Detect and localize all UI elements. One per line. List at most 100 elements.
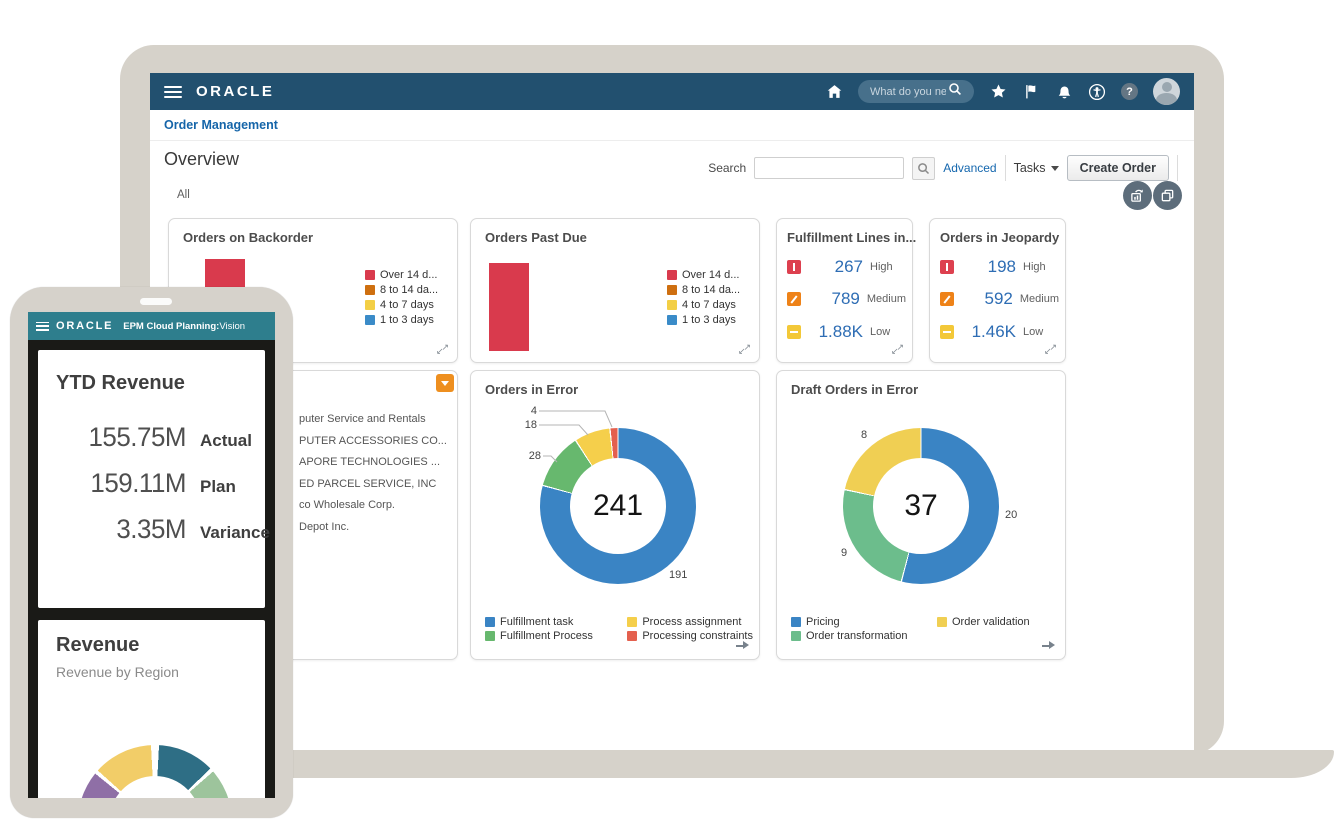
legend-swatch	[365, 270, 375, 280]
global-search-input[interactable]	[868, 84, 948, 99]
chevron-down-icon	[1050, 165, 1059, 171]
ytd-actual-value: 155.75M	[88, 422, 186, 452]
card-title: Orders in Error	[485, 382, 579, 397]
draft-orders-donut[interactable]: 37	[843, 428, 999, 584]
toolbar-divider	[1004, 155, 1006, 181]
expand-icon[interactable]: ↗ ↙	[1044, 342, 1057, 356]
user-avatar[interactable]	[1153, 78, 1180, 105]
dropdown-button[interactable]	[436, 374, 454, 392]
legend: Over 14 d... 8 to 14 da... 4 to 7 days 1…	[667, 269, 740, 326]
list-item[interactable]: PUTER ACCESSORIES CO...	[299, 434, 447, 447]
expand-icon[interactable]: ↗ ↙	[891, 342, 904, 356]
legend-label: 4 to 7 days	[380, 299, 434, 311]
card-orders-in-error: Orders in Error 241 4 18 28 191 Fulfillm…	[470, 370, 760, 660]
legend-label: Over 14 d...	[380, 269, 438, 281]
chart-view-toggle-button[interactable]	[1123, 181, 1152, 210]
legend: Pricing Order transformation Order valid…	[791, 616, 1059, 642]
legend-swatch	[667, 285, 677, 295]
donut-hole	[109, 776, 201, 798]
past-due-bar[interactable]	[489, 263, 529, 351]
global-search[interactable]	[858, 80, 974, 103]
hamburger-menu-icon[interactable]	[36, 321, 49, 331]
create-order-button[interactable]: Create Order	[1066, 155, 1169, 181]
legend-label: Order validation	[952, 616, 1030, 628]
legend-swatch	[937, 617, 947, 627]
expand-icon[interactable]: ↗ ↙	[436, 342, 449, 356]
kpi-value-link[interactable]: 592	[984, 289, 1013, 308]
legend-label: Over 14 d...	[682, 269, 740, 281]
legend-label: 1 to 3 days	[380, 314, 434, 326]
kpi-value-link[interactable]: 267	[834, 257, 863, 276]
legend-label: Order transformation	[806, 630, 908, 642]
tasks-menu[interactable]: Tasks	[1014, 161, 1059, 175]
kpi-value-link[interactable]: 1.88K	[818, 322, 863, 341]
legend-label: Processing constraints	[642, 630, 753, 642]
search-input[interactable]	[754, 157, 905, 179]
high-priority-icon	[940, 260, 954, 274]
hamburger-menu-icon[interactable]	[164, 85, 182, 98]
donut-total: 37	[873, 458, 969, 554]
legend-swatch	[667, 300, 677, 310]
search-label: Search	[708, 161, 747, 175]
low-priority-icon	[787, 325, 801, 339]
watchlist-flag-icon[interactable]	[1022, 83, 1040, 101]
card-title: Orders in Jeopardy	[940, 230, 1060, 245]
breadcrumb[interactable]: Order Management	[164, 118, 278, 132]
search-button[interactable]	[912, 156, 936, 180]
oracle-logo: ORACLE	[196, 83, 275, 100]
search-icon[interactable]	[948, 82, 962, 101]
card-title: Fulfillment Lines in...	[787, 230, 917, 245]
kpi-label: High	[1023, 261, 1046, 273]
tab-all[interactable]: All	[177, 189, 190, 201]
notifications-bell-icon[interactable]	[1055, 83, 1073, 101]
global-navbar: ORACLE	[150, 73, 1194, 110]
expand-icon[interactable]: ↗ ↙	[738, 342, 751, 356]
view-toggles	[1123, 181, 1182, 210]
low-priority-icon	[940, 325, 954, 339]
ytd-plan-value: 159.11M	[90, 468, 186, 498]
revenue-tile[interactable]: Revenue Revenue by Region	[38, 620, 265, 798]
legend-swatch	[485, 631, 495, 641]
list-item[interactable]: ED PARCEL SERVICE, INC	[299, 477, 437, 490]
legend-swatch	[365, 300, 375, 310]
kpi-value-link[interactable]: 789	[831, 289, 860, 308]
laptop-screen: ORACLE	[150, 73, 1194, 750]
go-to-list-arrow-icon[interactable]	[1042, 641, 1055, 650]
toolbar-divider-2	[1177, 155, 1178, 181]
ytd-plan-label: Plan	[200, 477, 236, 496]
list-item[interactable]: APORE TECHNOLOGIES ...	[299, 456, 440, 468]
favorites-star-icon[interactable]	[989, 83, 1007, 101]
callout-label: 18	[524, 419, 537, 431]
legend: Fulfillment task Fulfillment Process Pro…	[485, 616, 753, 642]
callout-label: 20	[1005, 509, 1018, 521]
legend-label: Pricing	[806, 616, 840, 628]
legend-label: 4 to 7 days	[682, 299, 736, 311]
legend-swatch	[791, 617, 801, 627]
ytd-actual-label: Actual	[200, 431, 252, 450]
tasks-label: Tasks	[1013, 161, 1046, 175]
legend-swatch	[667, 315, 677, 325]
ytd-revenue-tile[interactable]: YTD Revenue 155.75M Actual 159.11M Plan …	[38, 350, 270, 608]
list-item[interactable]: co Wholesale Corp.	[299, 499, 395, 511]
home-icon[interactable]	[825, 83, 843, 101]
list-item[interactable]: Depot Inc.	[299, 520, 350, 533]
kpi-label: High	[870, 261, 893, 273]
card-view-toggle-button[interactable]	[1153, 181, 1182, 210]
callout-label: 28	[528, 450, 541, 462]
advanced-link[interactable]: Advanced	[943, 161, 997, 175]
legend-swatch	[667, 270, 677, 280]
accessibility-icon[interactable]	[1088, 83, 1106, 101]
go-to-list-arrow-icon[interactable]	[736, 641, 749, 650]
navbar-actions: ?	[825, 78, 1180, 105]
callout-label: 9	[841, 547, 848, 559]
tile-title: YTD Revenue	[56, 372, 185, 394]
kpi-value-link[interactable]: 1.46K	[971, 322, 1016, 341]
list-item[interactable]: puter Service and Rentals	[299, 413, 426, 425]
help-icon[interactable]: ?	[1121, 83, 1138, 100]
orders-in-error-donut[interactable]: 241	[540, 428, 696, 584]
page-title: Overview	[164, 149, 240, 169]
kpi-value-link[interactable]: 198	[987, 257, 1016, 276]
phone-app-header: ORACLE EPM Cloud Planning: Vision	[28, 312, 275, 340]
legend: Over 14 d... 8 to 14 da... 4 to 7 days 1…	[365, 269, 438, 326]
